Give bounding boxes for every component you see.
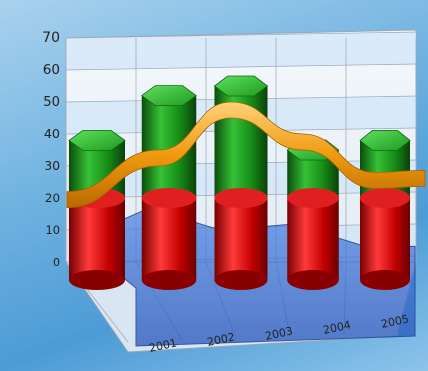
bar-red-base: [360, 270, 410, 290]
bar-red: [141, 198, 197, 280]
y-tick-label: 60: [43, 62, 60, 78]
bar-series: [68, 75, 411, 290]
x-tick-label: 2005: [380, 312, 410, 331]
bar-red-top: [141, 188, 197, 208]
bar-green-top: [68, 129, 126, 151]
bar-red-top: [287, 188, 339, 208]
bar-group: [213, 75, 269, 290]
series-ribbon: [66, 101, 426, 209]
bar-red: [287, 198, 339, 280]
bar-green-top: [141, 85, 197, 106]
bar-green-top: [213, 75, 269, 97]
bar-red-base: [287, 270, 339, 290]
y-tick-label: 70: [42, 30, 60, 46]
bar-red-base: [69, 270, 125, 290]
bar-red: [69, 198, 125, 280]
y-tick-label: 20: [45, 191, 60, 205]
bar-green-top: [359, 129, 411, 151]
y-axis-ticks: 0 10 20 30 40 50 60 70: [42, 30, 60, 269]
bar-red-top: [214, 188, 268, 208]
y-tick-label: 40: [44, 126, 60, 141]
bar-red-base: [141, 270, 197, 290]
bar-group: [359, 129, 411, 290]
x-tick-label: 2002: [206, 330, 236, 349]
x-axis-ticks: 2001 2002 2003 2004 2005: [148, 312, 410, 355]
y-tick-label: 30: [44, 159, 60, 173]
y-tick-label: 50: [43, 95, 60, 110]
x-tick-label: 2001: [148, 336, 178, 355]
x-tick-label: 2004: [322, 318, 352, 337]
bar-red: [214, 198, 268, 280]
bar-red-base: [214, 270, 268, 290]
bar-group: [141, 85, 197, 290]
bar-red-top: [360, 188, 410, 208]
ribbon-series: [66, 101, 426, 209]
x-tick-label: 2003: [264, 324, 294, 343]
bar-red: [360, 198, 410, 280]
y-tick-label: 0: [53, 256, 60, 269]
bar-group: [68, 129, 126, 290]
y-tick-label: 10: [45, 223, 60, 237]
bar-group: [286, 139, 340, 290]
